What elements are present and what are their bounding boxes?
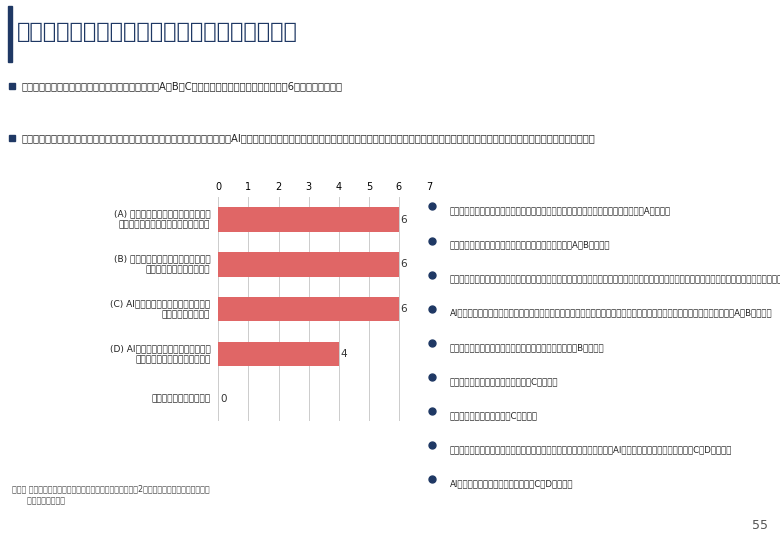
Text: 振り返って今後の改善について考えることができる（A、Bを選択）: 振り返って今後の改善について考えることができる（A、Bを選択） (449, 241, 610, 249)
Text: AIを通じて、すべてのステップを確認し、処置の過程で必要なステップを見逃すことなく、自らを修正することができる（A、Bを選択）: AIを通じて、すべてのステップを確認し、処置の過程で必要なステップを見逃すことな… (449, 309, 772, 318)
Text: 4: 4 (340, 349, 347, 359)
Text: 6: 6 (400, 214, 407, 225)
Text: アンケート調査：研修主催者／講師（２／４）: アンケート調査：研修主催者／講師（２／４） (17, 22, 298, 43)
Text: 左記の機能を選んだ理由（自由記述）: 左記の機能を選んだ理由（自由記述） (439, 172, 551, 182)
Text: 現場でのタイムリーな評価と適切な管理は非常に重要（Bを選択）: 現場でのタイムリーな評価と適切な管理は非常に重要（Bを選択） (449, 343, 604, 352)
Text: 新生児蘇生が必要な状況では蘇生実施者が思考停止に陥ることもあり、AIが蘇生実施者をガイドできる（C、Dを選択）: 新生児蘇生が必要な状況では蘇生実施者が思考停止に陥ることもあり、AIが蘇生実施者… (449, 445, 732, 454)
Text: 医療従事者のスキルアップを目的とした場合では相対的にニーズの低かった「AIによる医療者自身の処置の評価やアドバイス」に対する評価が、研修主催者／講師のフィードバ: 医療従事者のスキルアップを目的とした場合では相対的にニーズの低かった「AIによる… (22, 133, 595, 143)
Text: 6: 6 (400, 304, 407, 314)
Text: AIがフィードバックを与えるから（C、Dを選択）: AIがフィードバックを与えるから（C、Dを選択） (449, 480, 573, 488)
Text: 各ゾンカク（県）でのフィードバックにおいては、A、B、Cの機能を必要とする回答がそれぞれ6件と同数だった。: 各ゾンカク（県）でのフィードバックにおいては、A、B、Cの機能を必要とする回答が… (22, 82, 342, 91)
Bar (218, 342, 339, 366)
Text: システマティックである（Cを選択）: システマティックである（Cを選択） (449, 411, 537, 420)
Bar (8, 6, 12, 62)
Text: (C) AIがアルゴリズムに基づいて医療
者自身の処置を評価: (C) AIがアルゴリズムに基づいて医療 者自身の処置を評価 (110, 299, 211, 319)
Text: どの機能も有用ではない: どの機能も有用ではない (151, 394, 211, 403)
Text: (A) パソコン上で、アルゴリズムと比
較して医療者自身の処置を確認できる: (A) パソコン上で、アルゴリズムと比 較して医療者自身の処置を確認できる (114, 210, 211, 230)
Text: (B) 医療者自身の処置の時間ベースの
記録（メモ）を確認できる: (B) 医療者自身の処置の時間ベースの 記録（メモ）を確認できる (114, 254, 211, 274)
Text: (D) AIがアルゴリズムに基づいて医療
者自身の処置にアドバイスする: (D) AIがアルゴリズムに基づいて医療 者自身の処置にアドバイスする (110, 344, 211, 364)
Text: 各ゾンカクで研修生に形成的フィードバックを行うために必要な
機能はどれか（複数回答可）*形成的フィードバック：学習者の
改善を促すためのフィードバック: 各ゾンカクで研修生に形成的フィードバックを行うために必要な 機能はどれか（複数回… (16, 160, 172, 193)
Text: （注） 回答者は、事前にエフバイタルのシステムに関する2分程度の説明動画を視聴した上
      で回答している。: （注） 回答者は、事前にエフバイタルのシステムに関する2分程度の説明動画を視聴し… (12, 484, 210, 505)
Bar (218, 297, 399, 321)
Text: 55: 55 (752, 518, 768, 532)
Text: 自分たちのシステムに適用可能で、自分が実施した内容から学ぶことができるから（Aを選択）: 自分たちのシステムに適用可能で、自分が実施した内容から学ぶことができるから（Aを… (449, 206, 671, 215)
Text: 0: 0 (220, 394, 226, 404)
Text: より正確になり誤りを修正できる（Cを選択）: より正確になり誤りを修正できる（Cを選択） (449, 377, 558, 386)
Bar (218, 252, 399, 276)
Text: トレーニング中に作成されたメモやビデオを通して、自分たちのレベルを比較し、確認することができる。自分たちに不足しているところや良いところを見つけることができる（: トレーニング中に作成されたメモやビデオを通して、自分たちのレベルを比較し、確認す… (449, 275, 780, 284)
Bar (218, 207, 399, 232)
Text: 6: 6 (400, 259, 407, 269)
